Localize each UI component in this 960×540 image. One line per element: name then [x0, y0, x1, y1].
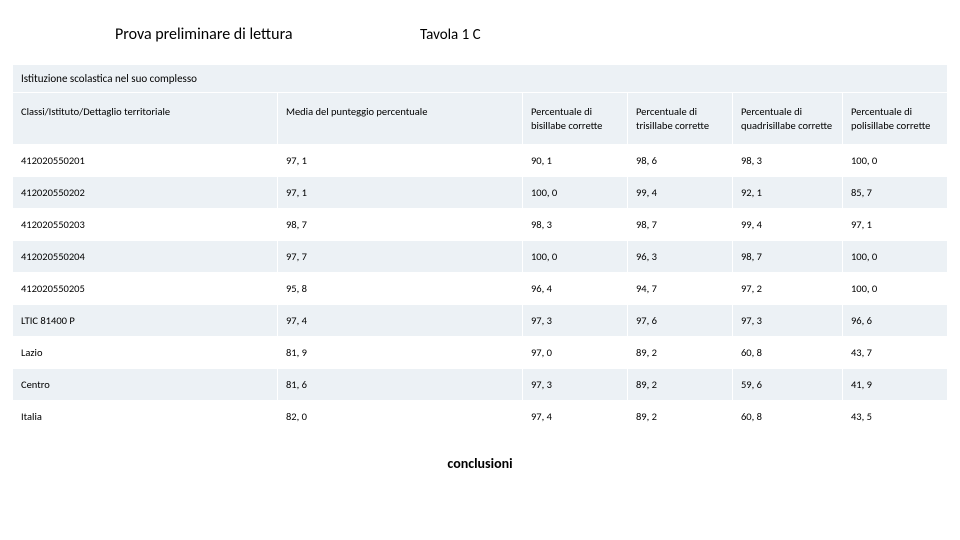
table-cell: 97, 1: [842, 209, 947, 241]
table-cell: 59, 6: [732, 369, 842, 401]
table-cell: 99, 4: [732, 209, 842, 241]
footer-text: conclusioni: [0, 455, 960, 472]
table-row: LTIC 81400 P97, 497, 397, 697, 396, 6: [12, 305, 947, 337]
table-row: 41202055020398, 798, 398, 799, 497, 1: [12, 209, 947, 241]
table-row: 41202055020497, 7100, 096, 398, 7100, 0: [12, 241, 947, 273]
table-row: 41202055020197, 190, 198, 698, 3100, 0: [12, 145, 947, 177]
table-cell: 92, 1: [732, 177, 842, 209]
table-cell: 97, 2: [732, 273, 842, 305]
table-cell: 85, 7: [842, 177, 947, 209]
table-cell: 90, 1: [522, 145, 627, 177]
table-cell: 412020550201: [12, 145, 277, 177]
header-row: Classi/Istituto/Dettaglio territoriale M…: [12, 93, 947, 145]
table-row: Italia82, 097, 489, 260, 843, 5: [12, 401, 947, 433]
col-header-0: Classi/Istituto/Dettaglio territoriale: [12, 93, 277, 145]
section-label: Istituzione scolastica nel suo complesso: [12, 65, 947, 93]
table-cell: 412020550205: [12, 273, 277, 305]
table-cell: 98, 6: [627, 145, 732, 177]
table-cell: 94, 7: [627, 273, 732, 305]
table-cell: 98, 3: [522, 209, 627, 241]
table-cell: 98, 7: [627, 209, 732, 241]
table-cell: 99, 4: [627, 177, 732, 209]
table-cell: 60, 8: [732, 401, 842, 433]
table-cell: 100, 0: [842, 273, 947, 305]
title-right: Tavola 1 C: [420, 26, 481, 44]
table-cell: 60, 8: [732, 337, 842, 369]
table-cell: 43, 7: [842, 337, 947, 369]
table-cell: 412020550203: [12, 209, 277, 241]
table-cell: 41, 9: [842, 369, 947, 401]
table-cell: 43, 5: [842, 401, 947, 433]
table-cell: 97, 6: [627, 305, 732, 337]
col-header-2: Percentuale di bisillabe corrette: [522, 93, 627, 145]
table-cell: 97, 3: [522, 305, 627, 337]
table-cell: LTIC 81400 P: [12, 305, 277, 337]
table-cell: 96, 6: [842, 305, 947, 337]
table-cell: 412020550204: [12, 241, 277, 273]
table-cell: 412020550202: [12, 177, 277, 209]
table-cell: 95, 8: [277, 273, 522, 305]
table-cell: 100, 0: [522, 177, 627, 209]
table-cell: Centro: [12, 369, 277, 401]
table-cell: 98, 7: [277, 209, 522, 241]
table-cell: 100, 0: [842, 241, 947, 273]
table-cell: 89, 2: [627, 401, 732, 433]
table-cell: 97, 1: [277, 177, 522, 209]
table-cell: 81, 9: [277, 337, 522, 369]
table-row: 41202055020595, 896, 494, 797, 2100, 0: [12, 273, 947, 305]
table-cell: 97, 7: [277, 241, 522, 273]
table-cell: 97, 1: [277, 145, 522, 177]
table-row: 41202055020297, 1100, 099, 492, 185, 7: [12, 177, 947, 209]
table-row: Lazio81, 997, 089, 260, 843, 7: [12, 337, 947, 369]
col-header-4: Percentuale di quadrisillabe corrette: [732, 93, 842, 145]
title-left: Prova preliminare di lettura: [115, 25, 405, 44]
table-cell: 89, 2: [627, 337, 732, 369]
table-cell: Italia: [12, 401, 277, 433]
table-row: Centro81, 697, 389, 259, 641, 9: [12, 369, 947, 401]
table-cell: 81, 6: [277, 369, 522, 401]
section-row: Istituzione scolastica nel suo complesso: [12, 65, 947, 93]
table-cell: 100, 0: [842, 145, 947, 177]
data-table: Istituzione scolastica nel suo complesso…: [12, 64, 948, 433]
table-cell: 89, 2: [627, 369, 732, 401]
table-cell: 96, 3: [627, 241, 732, 273]
table-cell: Lazio: [12, 337, 277, 369]
table-cell: 96, 4: [522, 273, 627, 305]
col-header-5: Percentuale di polisillabe corrette: [842, 93, 947, 145]
col-header-1: Media del punteggio percentuale: [277, 93, 522, 145]
table-body: 41202055020197, 190, 198, 698, 3100, 041…: [12, 145, 947, 433]
table-cell: 97, 3: [522, 369, 627, 401]
table-cell: 97, 3: [732, 305, 842, 337]
table-cell: 98, 3: [732, 145, 842, 177]
page-header: Prova preliminare di lettura Tavola 1 C: [0, 0, 960, 64]
table-cell: 82, 0: [277, 401, 522, 433]
table-cell: 100, 0: [522, 241, 627, 273]
table-cell: 97, 4: [522, 401, 627, 433]
table-cell: 98, 7: [732, 241, 842, 273]
table-cell: 97, 0: [522, 337, 627, 369]
col-header-3: Percentuale di trisillabe corrette: [627, 93, 732, 145]
table-cell: 97, 4: [277, 305, 522, 337]
